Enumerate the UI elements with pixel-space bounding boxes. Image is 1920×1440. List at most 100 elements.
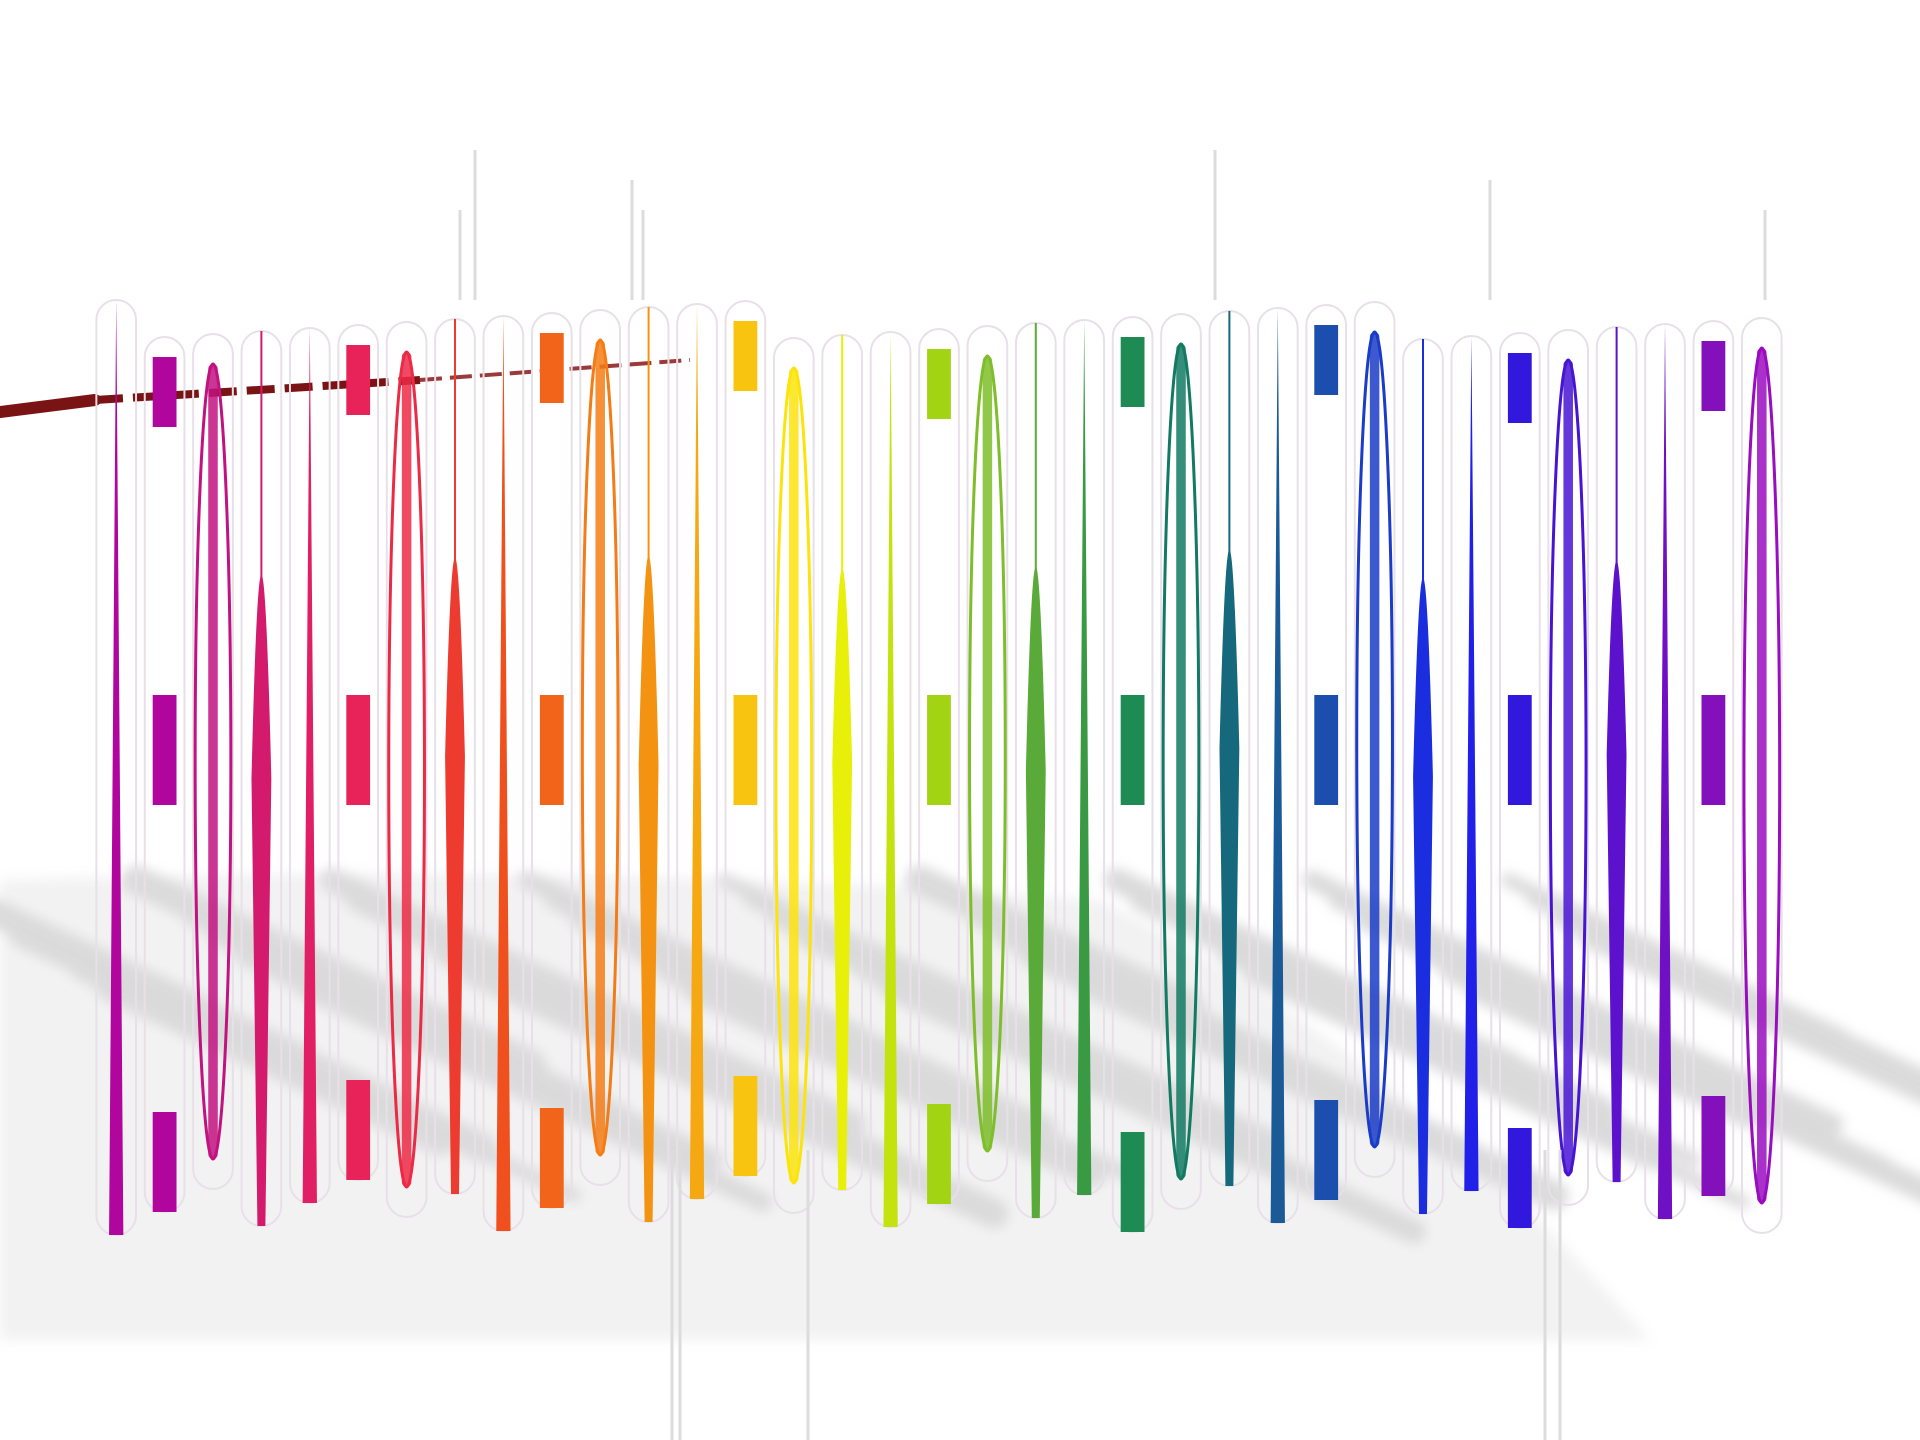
glyph <box>192 333 234 1190</box>
glyph-spike <box>496 316 511 1231</box>
glyph-bar-bottom <box>152 1112 177 1212</box>
glyph-spike <box>883 332 898 1227</box>
glyph-spike <box>689 304 705 1199</box>
glyph <box>385 321 428 1218</box>
glyph <box>1063 319 1106 1196</box>
shadow-streak <box>1577 919 1920 1104</box>
glyph-stem <box>1369 332 1380 1147</box>
glyph-outline <box>1353 301 1396 1178</box>
glyph-stem <box>208 364 218 1159</box>
glyph <box>530 312 573 1209</box>
glyph <box>1160 313 1202 1210</box>
glyph-bar-bottom <box>1701 1096 1726 1196</box>
glyph <box>579 309 622 1186</box>
glyph-curve <box>1025 566 1046 1218</box>
glyph-stem <box>595 340 605 1155</box>
glyph-outline <box>772 337 815 1214</box>
glyph-outline <box>1547 329 1590 1206</box>
glyph-bar-top <box>1507 353 1532 423</box>
glyph <box>1305 304 1348 1201</box>
glyph-stem <box>401 352 412 1187</box>
glyph-bar-mid <box>346 695 371 805</box>
glyph-bar-top <box>733 321 758 391</box>
glyph-outline <box>192 333 234 1190</box>
glyph <box>1111 316 1154 1233</box>
glyph-curve <box>1606 560 1627 1182</box>
glyph-curve <box>1413 577 1433 1214</box>
glyph <box>869 331 912 1228</box>
glyph-loop <box>1548 358 1588 1177</box>
glyph-curve <box>638 555 659 1222</box>
glyph-spike <box>109 300 124 1235</box>
glyph <box>95 299 138 1236</box>
glyph-bar-bottom <box>1314 1100 1339 1200</box>
stretched-glyph-row <box>95 299 1783 1236</box>
glyph <box>1450 335 1493 1192</box>
glyph <box>1595 326 1638 1183</box>
glyph-bar-top <box>1701 341 1726 411</box>
glyph-bar-bottom <box>927 1104 951 1204</box>
glyph-spike <box>302 328 317 1203</box>
glyph-bar-bottom <box>733 1076 758 1176</box>
glyph-curve <box>251 574 272 1226</box>
glyph-bar-bottom <box>1120 1132 1145 1232</box>
glyph-bar-mid <box>539 695 564 805</box>
glyph <box>1740 317 1783 1234</box>
glyph-spike <box>1657 324 1673 1219</box>
glyph-bar-mid <box>1701 695 1726 805</box>
glyph <box>240 330 283 1227</box>
glyph-bar-bottom <box>346 1080 371 1180</box>
glyph-loop <box>387 350 426 1189</box>
glyph-bar-top <box>539 333 564 403</box>
glyph-stem <box>789 368 799 1183</box>
glyph <box>337 324 380 1181</box>
glyph-bar-top <box>1120 337 1145 407</box>
glyph-spike <box>1464 336 1479 1191</box>
glyph <box>1692 320 1735 1197</box>
glyph <box>772 337 815 1214</box>
glyph <box>1256 307 1299 1224</box>
glyph <box>918 328 960 1205</box>
glyph-curve <box>445 557 465 1194</box>
vertical-drip-lines <box>458 150 1767 1440</box>
glyph-stem <box>1563 360 1573 1175</box>
glyph-bar-bottom <box>1507 1128 1532 1228</box>
glyph-bar-top <box>346 345 371 415</box>
glyph <box>1208 310 1251 1187</box>
glyph-bar-top <box>152 357 177 427</box>
glyph-curve <box>1219 549 1240 1186</box>
glyph-bar-mid <box>152 695 177 805</box>
glyph <box>482 315 525 1232</box>
glyph <box>288 327 331 1204</box>
glyph-bar-mid <box>927 695 951 805</box>
glyph <box>434 318 476 1195</box>
shadow-mass <box>0 873 1650 1340</box>
glyph <box>1353 301 1396 1178</box>
glyph-bar-mid <box>733 695 758 805</box>
glyph-bar-bottom <box>539 1108 564 1208</box>
glyph-outline <box>1160 313 1202 1210</box>
glyph <box>143 336 186 1213</box>
glyph-bar-top <box>1314 325 1339 395</box>
glyph-spike <box>1077 320 1092 1195</box>
glyph <box>1547 329 1590 1206</box>
glyph-stem <box>1757 348 1767 1203</box>
glyph <box>627 306 670 1223</box>
glyph <box>1644 323 1686 1220</box>
glyph-outline <box>385 321 428 1218</box>
glyph <box>821 334 864 1191</box>
glyph-stem <box>982 356 993 1151</box>
glyph-outline <box>966 325 1009 1182</box>
glyph-outline <box>579 309 622 1186</box>
glyph <box>1014 322 1057 1219</box>
glyph-spike <box>1270 308 1285 1223</box>
glyph <box>1498 332 1541 1229</box>
glyph-bar-mid <box>1507 695 1532 805</box>
glyph-curve <box>832 568 853 1190</box>
glyph <box>1402 338 1444 1215</box>
glyph <box>966 325 1009 1182</box>
thread-solid <box>0 394 101 418</box>
glyph-bar-mid <box>1314 695 1339 805</box>
glyph <box>724 300 767 1177</box>
